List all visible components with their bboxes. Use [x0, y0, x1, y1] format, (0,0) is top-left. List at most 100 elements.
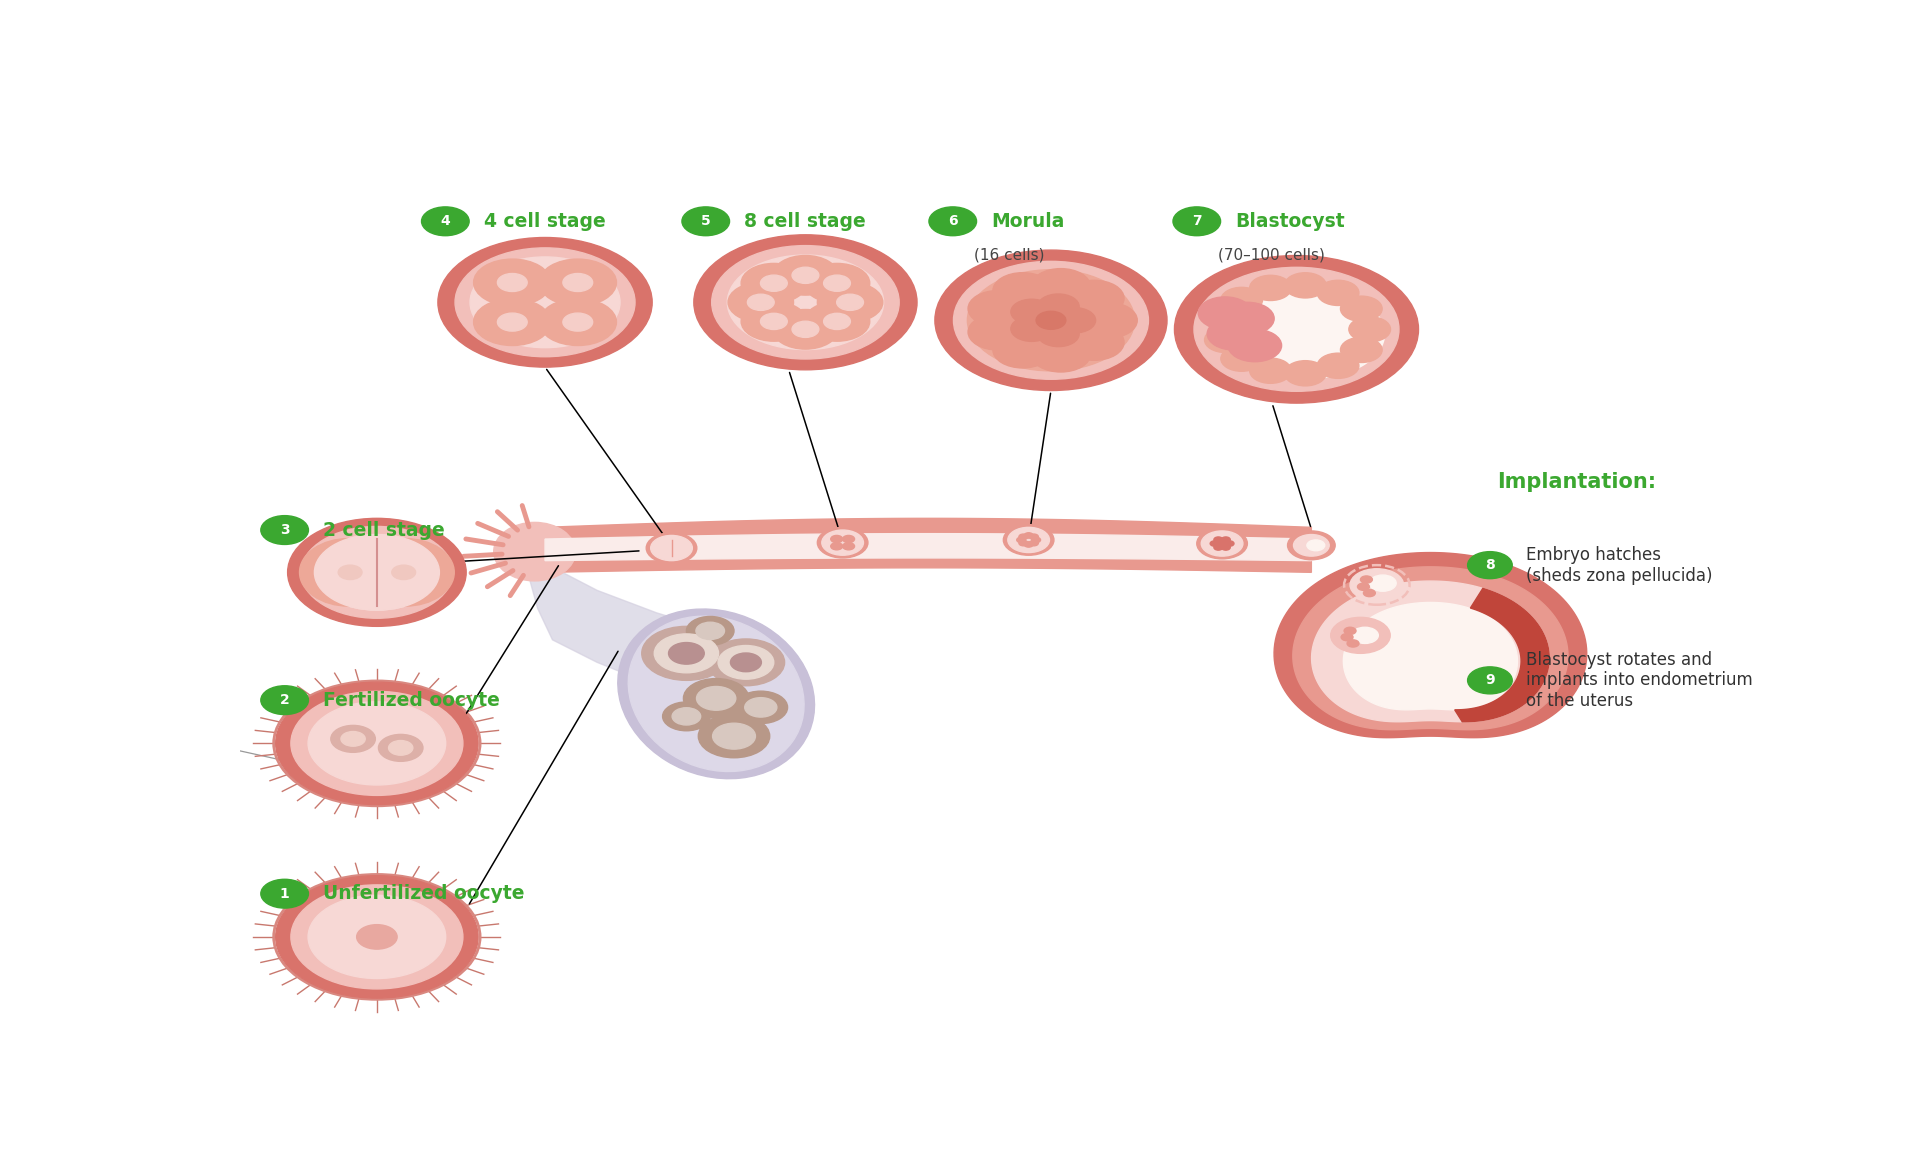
Polygon shape [545, 533, 1311, 561]
Circle shape [1361, 576, 1373, 583]
Circle shape [772, 310, 839, 350]
Circle shape [655, 634, 718, 673]
Circle shape [1173, 207, 1221, 236]
Circle shape [843, 535, 854, 542]
Circle shape [1018, 538, 1025, 542]
Circle shape [1340, 634, 1354, 641]
Circle shape [1284, 361, 1327, 386]
Circle shape [1317, 281, 1359, 305]
Circle shape [378, 734, 422, 761]
Ellipse shape [618, 609, 814, 779]
Circle shape [793, 268, 818, 283]
Text: (70–100 cells): (70–100 cells) [1217, 248, 1325, 263]
Text: Fertilized oocyte: Fertilized oocyte [323, 691, 501, 710]
Circle shape [1031, 538, 1041, 542]
Circle shape [1037, 295, 1079, 319]
Circle shape [330, 726, 374, 753]
Circle shape [1344, 628, 1356, 635]
Circle shape [837, 295, 864, 311]
Text: 8 cell stage: 8 cell stage [745, 212, 866, 230]
Text: 5: 5 [701, 214, 710, 228]
Circle shape [968, 314, 1027, 350]
Circle shape [695, 622, 724, 639]
Circle shape [1348, 639, 1359, 648]
Text: 7: 7 [1192, 214, 1202, 228]
Circle shape [641, 627, 732, 680]
Circle shape [1238, 290, 1384, 378]
Circle shape [1221, 537, 1231, 542]
Circle shape [315, 534, 440, 610]
Circle shape [1204, 306, 1246, 331]
Circle shape [843, 542, 854, 549]
Circle shape [728, 283, 793, 323]
Circle shape [1004, 525, 1054, 555]
Circle shape [276, 683, 478, 804]
Circle shape [474, 299, 551, 346]
Circle shape [929, 207, 977, 236]
Circle shape [733, 691, 787, 724]
Circle shape [1023, 533, 1033, 538]
Circle shape [712, 245, 899, 359]
Circle shape [1229, 330, 1283, 361]
Circle shape [276, 876, 478, 998]
Circle shape [292, 885, 463, 989]
Circle shape [1217, 541, 1227, 546]
Circle shape [1340, 296, 1382, 321]
Text: 3: 3 [280, 523, 290, 537]
Text: Unfertilized oocyte: Unfertilized oocyte [323, 884, 524, 904]
Circle shape [1221, 346, 1263, 372]
Circle shape [1317, 353, 1359, 379]
Circle shape [1064, 281, 1123, 317]
Circle shape [741, 302, 806, 341]
Circle shape [687, 616, 733, 645]
Circle shape [968, 270, 1135, 371]
Circle shape [1037, 311, 1066, 330]
Circle shape [793, 321, 818, 338]
Circle shape [342, 732, 365, 746]
Circle shape [261, 516, 309, 545]
Circle shape [831, 535, 843, 542]
Ellipse shape [493, 523, 576, 581]
Circle shape [1221, 545, 1231, 551]
Circle shape [1175, 256, 1419, 403]
Circle shape [718, 645, 774, 679]
Circle shape [1020, 540, 1027, 546]
Circle shape [1194, 268, 1400, 392]
Polygon shape [545, 518, 1311, 573]
Circle shape [822, 530, 864, 555]
Polygon shape [1311, 581, 1549, 721]
Circle shape [1037, 321, 1079, 346]
Circle shape [1294, 534, 1329, 556]
Circle shape [712, 724, 755, 749]
Circle shape [772, 256, 839, 295]
Circle shape [818, 283, 883, 323]
Circle shape [1352, 628, 1379, 643]
Text: 4 cell stage: 4 cell stage [484, 212, 607, 230]
Circle shape [292, 691, 463, 795]
Circle shape [1023, 541, 1033, 547]
Circle shape [760, 313, 787, 330]
Circle shape [824, 275, 851, 291]
Circle shape [697, 686, 735, 711]
Polygon shape [1455, 588, 1549, 721]
Circle shape [745, 698, 778, 717]
Circle shape [261, 686, 309, 714]
Circle shape [682, 207, 730, 236]
Circle shape [741, 263, 806, 303]
Circle shape [563, 313, 593, 331]
Circle shape [647, 533, 697, 563]
Circle shape [1031, 336, 1091, 372]
Circle shape [1331, 617, 1390, 653]
Circle shape [1054, 307, 1096, 333]
Circle shape [392, 565, 415, 580]
Text: 6: 6 [948, 214, 958, 228]
Circle shape [1020, 534, 1027, 539]
Circle shape [968, 291, 1027, 326]
Circle shape [497, 274, 528, 291]
Circle shape [747, 295, 774, 311]
Circle shape [760, 275, 787, 291]
Circle shape [804, 263, 870, 303]
Circle shape [307, 895, 445, 978]
Circle shape [1340, 338, 1382, 362]
Ellipse shape [355, 539, 455, 606]
